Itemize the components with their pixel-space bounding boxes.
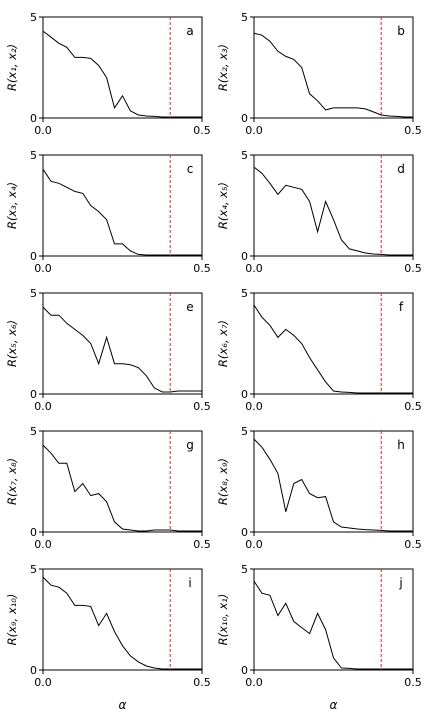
y-tick-label: 0 bbox=[241, 250, 248, 263]
x-tick-label: 0.5 bbox=[404, 676, 422, 689]
y-tick-label: 5 bbox=[30, 149, 37, 162]
y-tick-label: 5 bbox=[241, 563, 248, 576]
series-line bbox=[253, 438, 413, 532]
plot-frame bbox=[253, 292, 414, 395]
y-axis-label: R(x₁₀, x₁) bbox=[216, 594, 230, 646]
series-line bbox=[253, 304, 413, 394]
series-line bbox=[253, 580, 413, 670]
panel-letter: f bbox=[399, 300, 404, 314]
plot-frame bbox=[42, 154, 203, 257]
y-tick-label: 5 bbox=[30, 563, 37, 576]
series-line bbox=[42, 168, 202, 256]
series-line bbox=[253, 32, 413, 118]
x-tick-label: 0.0 bbox=[34, 400, 52, 413]
panel-letter: e bbox=[186, 300, 193, 314]
x-tick-label: 0.0 bbox=[245, 262, 263, 275]
panel-letter: a bbox=[186, 24, 193, 38]
series-line bbox=[42, 576, 202, 670]
x-tick-label: 0.0 bbox=[245, 538, 263, 551]
panel-letter: c bbox=[187, 162, 194, 176]
y-tick-label: 5 bbox=[241, 425, 248, 438]
series-line bbox=[42, 444, 202, 532]
x-tick-label: 0.5 bbox=[193, 124, 211, 137]
panel-letter: b bbox=[397, 24, 405, 38]
x-tick-label: 0.0 bbox=[245, 676, 263, 689]
panel-letter: g bbox=[186, 438, 194, 452]
x-tick-label: 0.5 bbox=[193, 676, 211, 689]
y-tick-label: 0 bbox=[241, 388, 248, 401]
x-tick-label: 0.5 bbox=[404, 124, 422, 137]
y-axis-label: R(x₁, x₂) bbox=[5, 44, 19, 91]
y-axis-label: R(x₆, x₇) bbox=[216, 320, 230, 367]
x-axis-label: α bbox=[119, 698, 127, 712]
x-tick-label: 0.0 bbox=[245, 400, 263, 413]
panel-b: 0 5 0.0 0.5 b R(x₂, x₃) bbox=[216, 11, 422, 137]
y-tick-label: 0 bbox=[30, 664, 37, 677]
plot-frame bbox=[253, 568, 414, 671]
plot-frame bbox=[253, 430, 414, 533]
y-axis-label: R(x₃, x₄) bbox=[5, 182, 19, 229]
y-tick-label: 0 bbox=[30, 250, 37, 263]
series-line bbox=[42, 30, 202, 118]
x-tick-label: 0.0 bbox=[245, 124, 263, 137]
panel-e: 0 5 0.0 0.5 e R(x₅, x₆) bbox=[5, 287, 211, 413]
x-tick-label: 0.0 bbox=[34, 262, 52, 275]
x-tick-label: 0.5 bbox=[193, 400, 211, 413]
x-tick-label: 0.5 bbox=[193, 262, 211, 275]
x-tick-label: 0.0 bbox=[34, 538, 52, 551]
panel-g: 0 5 0.0 0.5 g R(x₇, x₈) bbox=[5, 425, 211, 551]
x-tick-label: 0.5 bbox=[193, 538, 211, 551]
x-tick-label: 0.0 bbox=[34, 124, 52, 137]
series-line bbox=[253, 166, 413, 256]
panel-letter: h bbox=[397, 438, 405, 452]
y-tick-label: 5 bbox=[241, 149, 248, 162]
plot-frame bbox=[42, 568, 203, 671]
plot-frame bbox=[253, 16, 414, 119]
y-axis-label: R(x₅, x₆) bbox=[5, 320, 19, 367]
y-tick-label: 0 bbox=[241, 112, 248, 125]
y-tick-label: 5 bbox=[241, 11, 248, 24]
x-tick-label: 0.5 bbox=[404, 262, 422, 275]
y-tick-label: 5 bbox=[241, 287, 248, 300]
plot-frame bbox=[42, 430, 203, 533]
y-axis-label: R(x₂, x₃) bbox=[216, 44, 230, 91]
x-tick-label: 0.5 bbox=[404, 400, 422, 413]
panel-letter: j bbox=[398, 576, 402, 590]
x-tick-label: 0.0 bbox=[34, 676, 52, 689]
x-axis-label: α bbox=[330, 698, 338, 712]
panel-h: 0 5 0.0 0.5 h R(x₈, x₉) bbox=[216, 425, 422, 551]
panel-d: 0 5 0.0 0.5 d R(x₄, x₅) bbox=[216, 149, 422, 275]
y-axis-label: R(x₄, x₅) bbox=[216, 182, 230, 229]
plot-frame bbox=[42, 292, 203, 395]
y-tick-label: 0 bbox=[30, 388, 37, 401]
plot-frame bbox=[253, 154, 414, 257]
panel-f: 0 5 0.0 0.5 f R(x₆, x₇) bbox=[216, 287, 422, 413]
y-tick-label: 0 bbox=[30, 112, 37, 125]
panel-c: 0 5 0.0 0.5 c R(x₃, x₄) bbox=[5, 149, 211, 275]
plot-frame bbox=[42, 16, 203, 119]
x-tick-label: 0.5 bbox=[404, 538, 422, 551]
y-tick-label: 0 bbox=[241, 664, 248, 677]
y-tick-label: 5 bbox=[30, 425, 37, 438]
panel-i: 0 5 0.0 0.5 i R(x₉, x₁₀) bbox=[5, 563, 211, 689]
y-tick-label: 5 bbox=[30, 287, 37, 300]
series-line bbox=[42, 306, 202, 393]
y-axis-label: R(x₉, x₁₀) bbox=[5, 594, 19, 646]
panel-letter: i bbox=[188, 576, 191, 590]
panel-j: 0 5 0.0 0.5 j R(x₁₀, x₁) bbox=[216, 563, 422, 689]
y-axis-label: R(x₇, x₈) bbox=[5, 458, 19, 505]
panel-letter: d bbox=[397, 162, 405, 176]
y-tick-label: 5 bbox=[30, 11, 37, 24]
y-axis-label: R(x₈, x₉) bbox=[216, 458, 230, 505]
panel-a: 0 5 0.0 0.5 a R(x₁, x₂) bbox=[5, 11, 211, 137]
y-tick-label: 0 bbox=[241, 526, 248, 539]
y-tick-label: 0 bbox=[30, 526, 37, 539]
